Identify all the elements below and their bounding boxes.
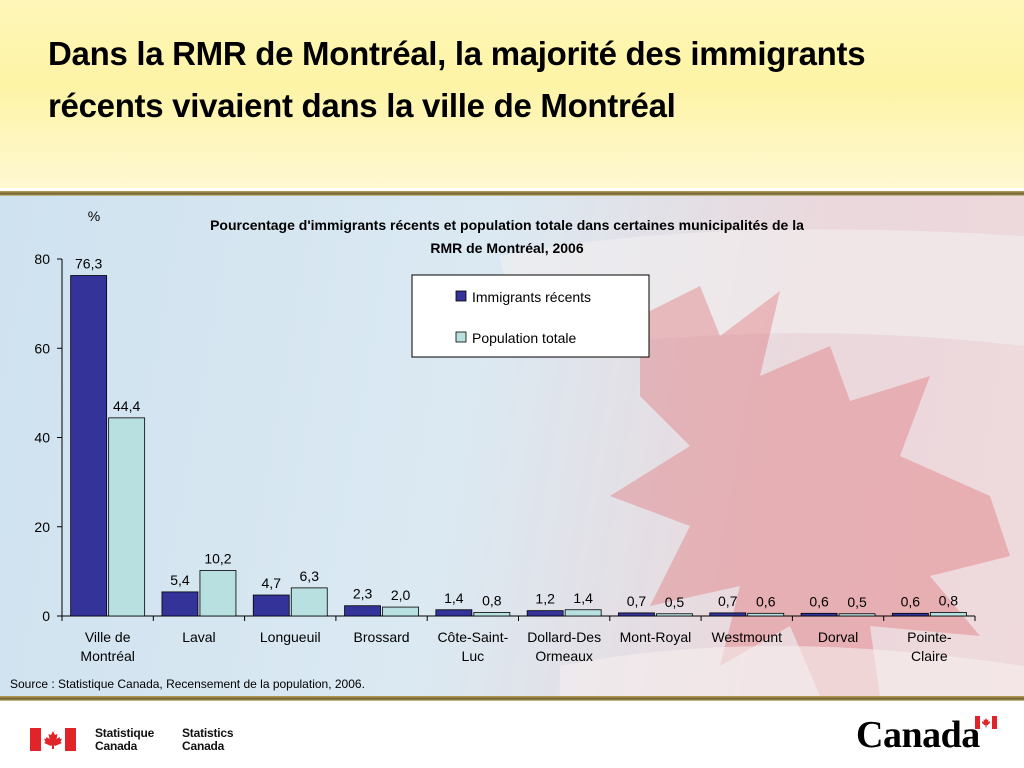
bar-population bbox=[290, 587, 328, 617]
x-tick-label: Ville de bbox=[85, 629, 131, 645]
legend-swatch-immigrants bbox=[455, 290, 467, 302]
data-label: 0,5 bbox=[847, 594, 867, 610]
bar-population bbox=[656, 613, 693, 617]
x-tick-label: Ormeaux bbox=[535, 648, 593, 664]
data-label: 10,2 bbox=[204, 550, 231, 566]
y-axis-unit-label: % bbox=[88, 208, 100, 224]
chart-title-line-2: RMR de Montréal, 2006 bbox=[430, 240, 583, 256]
slide-header: Dans la RMR de Montréal, la majorité des… bbox=[0, 0, 1024, 188]
bar-population bbox=[108, 417, 146, 617]
bar-population bbox=[747, 612, 785, 617]
footer bbox=[0, 701, 1024, 768]
data-label: 0,7 bbox=[627, 593, 647, 609]
data-label: 0,7 bbox=[718, 593, 738, 609]
legend-label-population: Population totale bbox=[472, 330, 577, 346]
bar-immigrants bbox=[161, 591, 199, 617]
data-label: 0,8 bbox=[939, 592, 959, 608]
flag-bottom-wave bbox=[560, 646, 1024, 696]
data-label: 0,6 bbox=[901, 593, 921, 609]
bar-immigrants bbox=[252, 594, 290, 617]
legend-label-immigrants: Immigrants récents bbox=[472, 289, 591, 305]
x-tick-label: Pointe- bbox=[907, 629, 952, 645]
slide-title: Dans la RMR de Montréal, la majorité des… bbox=[48, 35, 866, 124]
bar-immigrants bbox=[344, 605, 381, 617]
data-label: 1,4 bbox=[573, 590, 593, 606]
bar-population bbox=[929, 612, 967, 617]
x-tick-label: Côte-Saint- bbox=[437, 629, 508, 645]
y-tick-label: 80 bbox=[34, 251, 50, 267]
bar-immigrants bbox=[435, 609, 473, 617]
data-label: 6,3 bbox=[300, 568, 320, 584]
bar-population bbox=[564, 609, 602, 617]
canada-flag-icon bbox=[30, 728, 76, 751]
bar-immigrants bbox=[800, 612, 838, 617]
bar-population bbox=[473, 612, 511, 617]
data-label: 0,6 bbox=[809, 593, 829, 609]
bar-immigrants bbox=[891, 612, 929, 617]
x-tick-label: Dollard-Des bbox=[527, 629, 601, 645]
x-tick-label: Mont-Royal bbox=[620, 629, 692, 645]
x-tick-label: Dorval bbox=[818, 629, 858, 645]
x-tick-label: Montréal bbox=[80, 648, 134, 664]
data-label: 0,8 bbox=[482, 592, 502, 608]
bar-immigrants bbox=[70, 275, 108, 617]
y-tick-label: 60 bbox=[34, 340, 50, 356]
y-tick-label: 0 bbox=[42, 608, 50, 624]
bar-population bbox=[838, 613, 876, 617]
bars-layer bbox=[70, 275, 967, 617]
bar-immigrants bbox=[526, 610, 564, 617]
agency-name-english: Statistics Canada bbox=[182, 726, 234, 753]
bar-immigrants bbox=[618, 612, 655, 617]
maple-leaf-shape bbox=[610, 286, 1010, 696]
agency-name-french: Statistique Canada bbox=[95, 726, 155, 753]
legend-swatch-population bbox=[455, 331, 467, 343]
y-tick-label: 20 bbox=[34, 519, 50, 535]
bar-population bbox=[199, 570, 237, 617]
x-tick-label: Claire bbox=[911, 648, 948, 664]
x-tick-label: Luc bbox=[462, 648, 485, 664]
chart-panel: 0 20 40 60 80 76,3 44,4 Ville de Montréal 5,4 10,… bbox=[0, 196, 1024, 696]
data-label: 0,5 bbox=[665, 594, 685, 610]
top-divider bbox=[0, 191, 1024, 196]
data-label: 5,4 bbox=[170, 572, 190, 588]
x-tick-label: Longueuil bbox=[260, 629, 321, 645]
data-label: 1,4 bbox=[444, 590, 464, 606]
labels-layer: 76,3 44,4 Ville de Montréal 5,4 10,2 Laval 4,7 6… bbox=[75, 256, 958, 664]
bottom-divider bbox=[0, 696, 1024, 701]
data-label: 1,2 bbox=[535, 591, 555, 607]
flag-backdrop-image bbox=[500, 229, 1024, 696]
wordmark-flag-icon bbox=[975, 716, 997, 729]
bar-population bbox=[382, 606, 419, 617]
chart-title: Pourcentage d'immigrants récents et popu… bbox=[210, 217, 804, 233]
data-label: 0,6 bbox=[756, 593, 776, 609]
bar-immigrants bbox=[709, 612, 747, 617]
data-label: 2,0 bbox=[391, 587, 411, 603]
data-label: 44,4 bbox=[113, 398, 140, 414]
x-tick-label: Brossard bbox=[354, 629, 410, 645]
x-tick-label: Laval bbox=[182, 629, 215, 645]
chart-legend: Immigrants récents Population totale bbox=[411, 274, 650, 358]
source-note: Source : Statistique Canada, Recensement… bbox=[10, 677, 365, 691]
data-label: 4,7 bbox=[262, 575, 282, 591]
data-label: 2,3 bbox=[353, 586, 373, 602]
canada-wordmark: Canada bbox=[856, 714, 980, 756]
x-tick-label: Westmount bbox=[711, 629, 782, 645]
y-tick-label: 40 bbox=[34, 430, 50, 446]
bar-chart: 0 20 40 60 80 76,3 44,4 Ville de Montréal 5,4 10,… bbox=[10, 208, 976, 691]
data-label: 76,3 bbox=[75, 256, 102, 272]
